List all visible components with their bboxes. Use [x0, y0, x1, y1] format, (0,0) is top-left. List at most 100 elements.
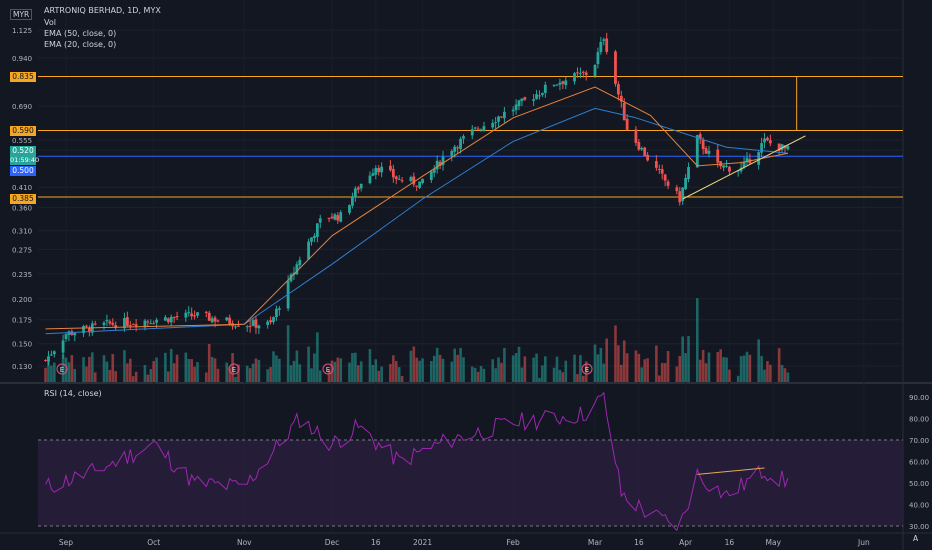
- volume-bar: [374, 359, 378, 382]
- volume-bar: [678, 355, 682, 382]
- volume-bar: [640, 367, 644, 382]
- volume-bar: [482, 368, 486, 382]
- volume-bar: [503, 347, 506, 382]
- volume-bar: [400, 376, 404, 382]
- volume-bar: [748, 354, 752, 382]
- volume-bar: [193, 366, 196, 382]
- candle-body: [415, 185, 419, 187]
- candle-body: [272, 317, 275, 323]
- volume-bar: [511, 355, 515, 382]
- level-badge-0835: 0.835: [10, 72, 36, 82]
- time-tick-label: Nov: [237, 538, 252, 547]
- volume-bar: [111, 353, 115, 382]
- candle-body: [687, 167, 690, 180]
- volume-bar: [257, 359, 261, 382]
- price-tick-label: 0.940: [12, 55, 32, 63]
- time-tick-label: Dec: [325, 538, 340, 547]
- volume-bar: [701, 349, 705, 382]
- time-tick-label: May: [766, 538, 782, 547]
- candle-body: [435, 160, 439, 170]
- volume-bar: [681, 336, 684, 382]
- candle-body: [502, 111, 506, 119]
- currency-badge[interactable]: MYR: [10, 9, 33, 20]
- volume-bar: [409, 350, 413, 382]
- candle-body: [596, 52, 600, 65]
- candle-body: [470, 129, 474, 136]
- candle-body: [47, 356, 50, 362]
- candle-body: [102, 322, 106, 325]
- time-tick-label: 2021: [413, 538, 432, 547]
- candle-body: [616, 84, 620, 95]
- candle-body: [640, 147, 644, 150]
- candle-body: [391, 169, 395, 178]
- volume-bar: [523, 356, 527, 382]
- candle-body: [441, 156, 445, 166]
- volume-bar: [535, 353, 538, 382]
- volume-bar: [707, 352, 711, 382]
- candle-body: [462, 136, 465, 139]
- volume-bar: [786, 372, 790, 382]
- volume-bar: [532, 357, 535, 382]
- volume-bar: [777, 348, 781, 382]
- volume-bar: [354, 352, 357, 382]
- volume-bar: [131, 376, 135, 382]
- candles: [44, 32, 790, 366]
- candle-body: [637, 142, 641, 150]
- volume-bar: [380, 366, 383, 382]
- volume-bar: [172, 363, 176, 382]
- volume-bar: [44, 367, 47, 382]
- volume-bar: [491, 359, 495, 382]
- auto-scale-button[interactable]: A: [913, 534, 919, 543]
- volume-bar: [108, 369, 112, 382]
- volume-bar: [289, 365, 293, 382]
- candle-body: [356, 187, 360, 190]
- time-tick-label: Mar: [588, 538, 603, 547]
- rsi-tick-label: 60.00: [909, 459, 929, 467]
- volume-bar: [736, 375, 740, 382]
- rsi-line: [45, 391, 789, 532]
- candle-body: [511, 109, 515, 112]
- volume-bar: [766, 361, 769, 382]
- candle-body: [663, 174, 667, 181]
- volume-bar: [339, 358, 343, 382]
- candle-body: [61, 340, 65, 353]
- volume-bar: [213, 358, 217, 382]
- volume-bar: [435, 347, 439, 382]
- candle-body: [210, 318, 214, 323]
- volume-bar: [432, 355, 436, 382]
- volume-bar: [134, 371, 138, 382]
- candle-body: [780, 144, 784, 150]
- volume-bar: [210, 356, 214, 382]
- candle-body: [777, 143, 781, 151]
- candle-body: [73, 333, 77, 336]
- rsi-title: RSI (14, close): [44, 389, 102, 398]
- candle-body: [654, 161, 658, 168]
- price-tick-label: 0.130: [12, 363, 32, 371]
- candle-body: [666, 181, 670, 186]
- candle-body: [44, 359, 47, 361]
- price-tick-label: 0.360: [12, 204, 32, 212]
- volume-bar: [82, 357, 85, 382]
- volume-bar: [698, 359, 702, 382]
- level-badge-0590: 0.590: [10, 126, 36, 136]
- candle-body: [523, 97, 527, 100]
- rsi-tick-label: 80.00: [909, 416, 929, 424]
- volume-bar: [660, 362, 664, 382]
- volume-bar: [450, 361, 454, 382]
- volume-bar: [760, 355, 763, 382]
- candle-body: [681, 187, 685, 201]
- candle-body: [491, 122, 495, 128]
- legend-ema50: EMA (50, close, 0): [44, 29, 117, 38]
- volume-bar: [722, 357, 725, 382]
- candle-body: [643, 147, 647, 157]
- volume-bar: [310, 368, 313, 382]
- candle-body: [166, 318, 170, 323]
- candle-body: [310, 237, 313, 242]
- volume-bar: [143, 365, 147, 382]
- volume-bar: [663, 363, 667, 382]
- volume-bar: [351, 353, 354, 382]
- volume-bar: [149, 369, 153, 382]
- volume-bar: [318, 370, 322, 382]
- candle-body: [123, 318, 126, 329]
